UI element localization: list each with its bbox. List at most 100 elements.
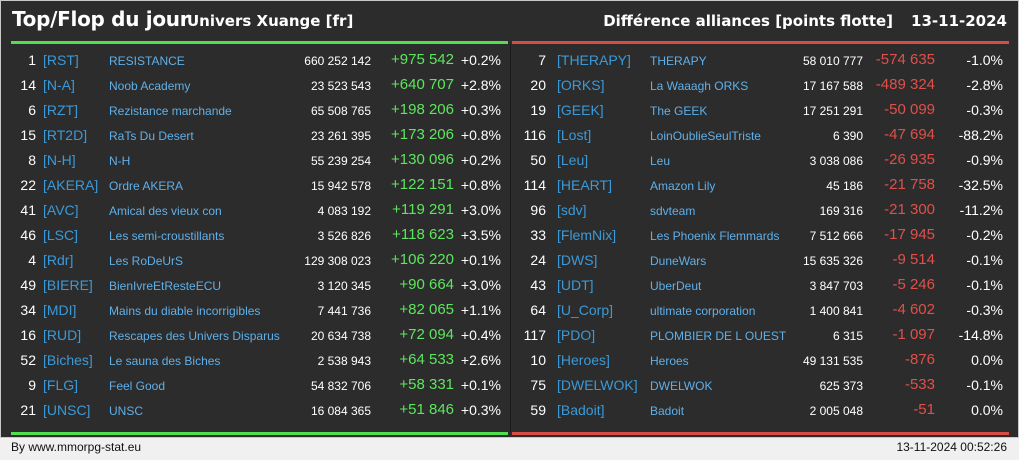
alliance-tag: [BIERE] (43, 277, 93, 293)
points-diff: -21 758 (884, 176, 935, 193)
alliance-points: 3 038 086 (809, 154, 863, 168)
percent-change: +3.0% (460, 277, 501, 293)
flop-row: 20 [ORKS] La Waaagh ORKS 17 167 588 -489 324… (513, 73, 1009, 98)
alliance-points: 3 526 826 (317, 229, 371, 243)
top-row: 16 [RUD] Rescapes des Univers Disparus 20 6… (11, 323, 509, 348)
percent-change: +2.8% (460, 77, 501, 93)
percent-change: -0.1% (966, 377, 1003, 393)
percent-change: +2.6% (460, 352, 501, 368)
alliance-name: DuneWars (650, 254, 707, 268)
points-diff: +640 707 (391, 76, 454, 93)
alliance-name: Noob Academy (109, 79, 191, 93)
flop-row: 50 [Leu] Leu 3 038 086 -26 935 -0.9% (513, 148, 1009, 173)
alliance-points: 7 441 736 (317, 304, 371, 318)
alliance-points: 169 316 (819, 204, 863, 218)
flop-row: 116 [Lost] LoinOublieSeulTriste 6 390 -47 69… (513, 123, 1009, 148)
percent-change: +0.8% (460, 177, 501, 193)
flop-accent-bar (512, 41, 1009, 44)
alliance-name: THERAPY (650, 54, 707, 68)
flop-row: 7 [THERAPY] THERAPY 58 010 777 -574 635 -1.0% (513, 48, 1009, 73)
alliance-tag: [Biches] (43, 352, 93, 368)
top-row: 15 [RT2D] RaTs Du Desert 23 261 395 +173 206… (11, 123, 509, 148)
percent-change: -0.9% (966, 152, 1003, 168)
top-row: 41 [AVC] Amical des vieux con 4 083 192 +119… (11, 198, 509, 223)
alliance-points: 129 308 023 (304, 254, 371, 268)
alliance-tag: [AVC] (43, 202, 79, 218)
alliance-name: Rezistance marchande (109, 104, 232, 118)
alliance-name: Heroes (650, 354, 689, 368)
alliance-tag: [GEEK] (557, 102, 604, 118)
points-diff: +122 151 (391, 176, 454, 193)
alliance-tag: [UDT] (557, 277, 594, 293)
alliance-name: UNSC (109, 404, 144, 418)
percent-change: -0.3% (966, 102, 1003, 118)
percent-change: -88.2% (958, 127, 1003, 143)
alliance-tag: [Badoit] (557, 402, 605, 418)
points-diff: -533 (904, 376, 935, 393)
flop-row: 59 [Badoit] Badoit 2 005 048 -51 0.0% (513, 398, 1009, 423)
alliance-rank: 16 (20, 327, 36, 343)
page-title: Top/Flop du jour (12, 7, 190, 31)
footer-timestamp: 13-11-2024 00:52:26 (896, 440, 1007, 454)
alliance-rank: 24 (530, 252, 546, 268)
alliance-points: 6 390 (832, 129, 863, 143)
alliance-name: Feel Good (109, 379, 166, 393)
alliance-rank: 46 (20, 227, 36, 243)
alliance-points: 625 373 (819, 379, 863, 393)
percent-change: +0.1% (460, 252, 501, 268)
flop-accent-bar-bottom (512, 432, 1009, 435)
alliance-points: 660 252 142 (304, 54, 371, 68)
alliance-tag: [HEART] (557, 177, 612, 193)
alliance-name: RaTs Du Desert (109, 129, 194, 143)
percent-change: +3.5% (460, 227, 501, 243)
alliance-name: DWELWOK (650, 379, 713, 393)
alliance-name: Mains du diable incorrigibles (109, 304, 261, 318)
alliance-rank: 114 (523, 177, 546, 193)
points-diff: +173 206 (391, 126, 454, 143)
alliance-rank: 75 (530, 377, 546, 393)
alliance-points: 3 847 703 (809, 279, 863, 293)
alliance-rank: 7 (538, 52, 546, 68)
header-right: Différence alliances [points flotte] 13-1… (603, 12, 1007, 30)
alliance-points: 4 083 192 (317, 204, 371, 218)
points-diff: +119 291 (392, 201, 454, 218)
flop-row: 96 [sdv] sdvteam 169 316 -21 300 -11.2% (513, 198, 1009, 223)
alliance-rank: 96 (530, 202, 546, 218)
alliance-tag: [N-H] (43, 152, 76, 168)
alliance-tag: [UNSC] (43, 402, 91, 418)
alliance-rank: 33 (530, 227, 546, 243)
alliance-tag: [Lost] (557, 127, 592, 143)
points-diff: +64 533 (399, 351, 454, 368)
column-divider (510, 44, 511, 432)
alliance-rank: 10 (530, 352, 546, 368)
percent-change: +1.1% (460, 302, 501, 318)
points-diff: +975 542 (391, 51, 454, 68)
alliance-name: PLOMBIER DE L OUEST (650, 329, 787, 343)
top-row: 6 [RZT] Rezistance marchande 65 508 765 +198… (11, 98, 509, 123)
top-row: 4 [Rdr] Les RoDeUrS 129 308 023 +106 220 +0.1… (11, 248, 509, 273)
points-diff: -51 (913, 401, 935, 418)
alliance-name: Amazon Lily (650, 179, 716, 193)
alliance-points: 20 634 738 (310, 329, 371, 343)
top-row: 49 [BIERE] BienIvreEtResteECU 3 120 345 +90 … (11, 273, 509, 298)
alliance-name: Amical des vieux con (109, 204, 222, 218)
points-diff: -876 (904, 351, 935, 368)
alliance-name: Les RoDeUrS (109, 254, 184, 268)
alliance-rank: 59 (530, 402, 546, 418)
percent-change: -0.1% (966, 252, 1003, 268)
alliance-points: 3 120 345 (317, 279, 371, 293)
alliance-tag: [RUD] (43, 327, 82, 343)
alliance-tag: [Leu] (557, 152, 589, 168)
alliance-rank: 64 (530, 302, 546, 318)
alliance-name: LoinOublieSeulTriste (650, 129, 761, 143)
alliance-tag: [RZT] (43, 102, 78, 118)
alliance-tag: [U_Corp] (557, 302, 614, 318)
alliance-rank: 15 (20, 127, 36, 143)
stats-panel: Top/Flop du jour Univers Xuange [fr] Dif… (0, 0, 1019, 438)
top-row: 52 [Biches] Le sauna des Biches 2 538 943 +6… (11, 348, 509, 373)
points-diff: -50 099 (884, 101, 935, 118)
alliance-points: 16 084 365 (310, 404, 371, 418)
percent-change: -32.5% (958, 177, 1003, 193)
alliance-rank: 43 (530, 277, 546, 293)
alliance-tag: [MDI] (43, 302, 77, 318)
